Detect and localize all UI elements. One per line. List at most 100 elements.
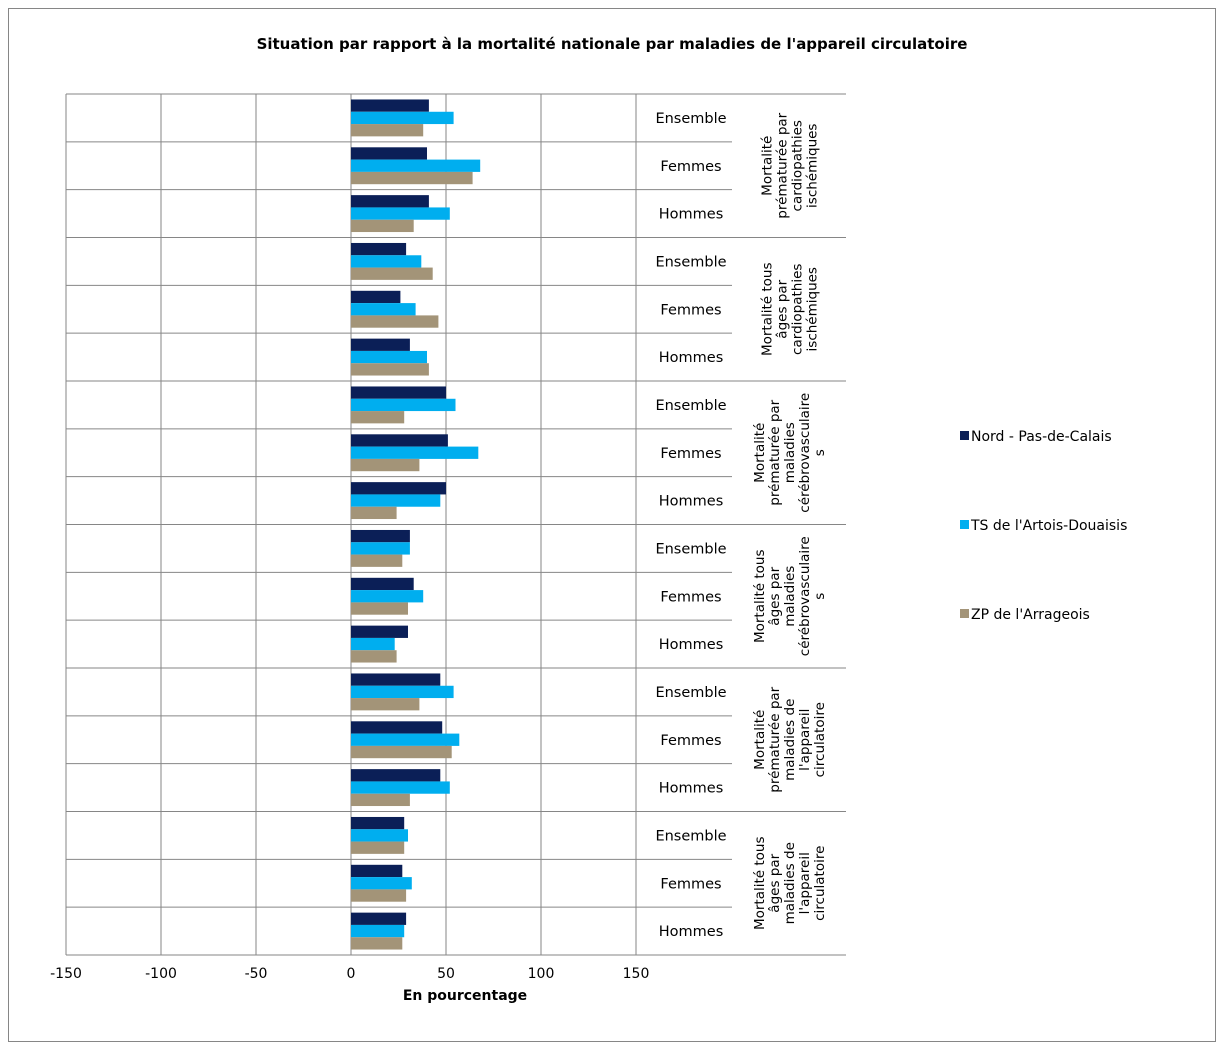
category-labels: Ensemble Femmes Hommes Ensemble Femmes Hommes… <box>655 111 828 940</box>
group-label-line: cardiopathies <box>790 120 806 211</box>
group-label-line: l'appareil <box>797 852 813 914</box>
bar <box>351 864 403 878</box>
bar <box>351 924 405 938</box>
subcategory-label: Hommes <box>659 494 724 510</box>
group-label: Mortalité tousâges parmaladies del'appar… <box>752 836 828 930</box>
bar <box>351 195 429 208</box>
bar <box>351 446 479 459</box>
bar <box>351 494 441 507</box>
group-label-line: âges par <box>767 853 783 912</box>
bar <box>351 350 427 364</box>
subcategory-label: Femmes <box>660 159 721 175</box>
group-label-line: s <box>812 449 828 456</box>
x-tick-label: 100 <box>528 966 555 982</box>
group-label: Mortalitéprématurée parmaladies del'appa… <box>752 686 828 792</box>
group-label-line: Mortalité tous <box>760 262 776 356</box>
subcategory-label: Ensemble <box>655 685 726 701</box>
subcategory-label: Ensemble <box>655 398 726 414</box>
chart-title: Situation par rapport à la mortalité nat… <box>257 35 968 53</box>
bar <box>351 769 441 782</box>
group-label-line: cardiopathies <box>790 264 806 355</box>
group-label: Mortalitéprématurée parmaladiescérébrova… <box>752 393 828 513</box>
bar <box>351 793 410 807</box>
bar <box>351 816 405 830</box>
group-label-line: prématurée par <box>767 686 783 792</box>
group-label-line: circulatoire <box>812 702 828 777</box>
bar <box>351 542 410 555</box>
bar <box>351 781 450 794</box>
bar <box>351 673 441 686</box>
subcategory-label: Femmes <box>660 876 721 892</box>
subcategory-label: Hommes <box>659 207 724 223</box>
group-label-line: maladies de <box>782 699 798 781</box>
bar <box>351 650 397 663</box>
bar <box>351 733 460 746</box>
bar <box>351 590 424 603</box>
subcategory-label: Femmes <box>660 446 721 462</box>
bar <box>351 242 407 256</box>
bar <box>351 99 429 112</box>
subcategory-label: Femmes <box>660 302 721 318</box>
x-tick-label: -150 <box>50 966 82 982</box>
x-tick-label: 50 <box>437 966 455 982</box>
group-label-line: prématurée par <box>775 112 791 218</box>
group-label-line: âges par <box>767 566 783 625</box>
group-label-line: maladies <box>782 566 798 627</box>
subcategory-label: Hommes <box>659 637 724 653</box>
subcategory-label: Ensemble <box>655 541 726 557</box>
bar <box>351 207 450 220</box>
group-label-line: Mortalité <box>752 710 768 770</box>
group-label-line: maladies <box>782 422 798 483</box>
bar <box>351 147 427 160</box>
bar <box>351 267 433 280</box>
bar <box>351 482 446 495</box>
grid-lines <box>65 93 846 956</box>
group-label-line: ischémiques <box>805 267 821 351</box>
x-tick-label: 0 <box>347 966 356 982</box>
bar <box>351 219 414 233</box>
legend-swatch <box>960 609 969 618</box>
legend: Nord - Pas-de-Calais TS de l'Artois-Douai… <box>960 429 1127 623</box>
subcategory-label: Hommes <box>659 350 724 366</box>
bar <box>351 386 446 399</box>
bar <box>351 529 410 543</box>
legend-swatch <box>960 431 969 440</box>
bar <box>351 255 422 268</box>
legend-swatch <box>960 520 969 529</box>
group-label-line: âges par <box>775 279 791 338</box>
bar <box>351 363 429 376</box>
bar <box>351 111 454 125</box>
subcategory-label: Ensemble <box>655 111 726 127</box>
subcategory-label: Femmes <box>660 733 721 749</box>
group-label: Mortalité tousâges parmaladiescérébrovas… <box>752 536 828 656</box>
bar <box>351 159 481 172</box>
subcategory-label: Ensemble <box>655 828 726 844</box>
bar <box>351 398 456 412</box>
bars <box>351 99 481 950</box>
subcategory-label: Femmes <box>660 589 721 605</box>
group-label: Mortalitéprématurée parcardiopathiesisch… <box>760 112 821 218</box>
group-label-line: s <box>812 593 828 600</box>
group-label-line: circulatoire <box>812 846 828 921</box>
group-label-line: Mortalité tous <box>752 836 768 930</box>
x-tick-label: -100 <box>145 966 177 982</box>
bar <box>351 698 420 711</box>
legend-entry: TS de l'Artois-Douaisis <box>970 518 1127 534</box>
bar <box>351 124 424 137</box>
legend-entry: ZP de l'Arrageois <box>971 607 1090 623</box>
bar <box>351 290 401 304</box>
bar <box>351 937 403 950</box>
bar <box>351 625 408 638</box>
group-label-line: Mortalité tous <box>752 549 768 643</box>
group-label-line: cérébrovasculaire <box>797 536 813 656</box>
bar <box>351 338 410 351</box>
bar <box>351 303 416 316</box>
bar <box>351 506 397 520</box>
bar <box>351 637 395 651</box>
bar <box>351 458 420 472</box>
subcategory-label: Hommes <box>659 781 724 797</box>
bar <box>351 912 407 925</box>
legend-entry: Nord - Pas-de-Calais <box>971 429 1112 445</box>
bar <box>351 841 405 854</box>
subcategory-label: Ensemble <box>655 254 726 270</box>
